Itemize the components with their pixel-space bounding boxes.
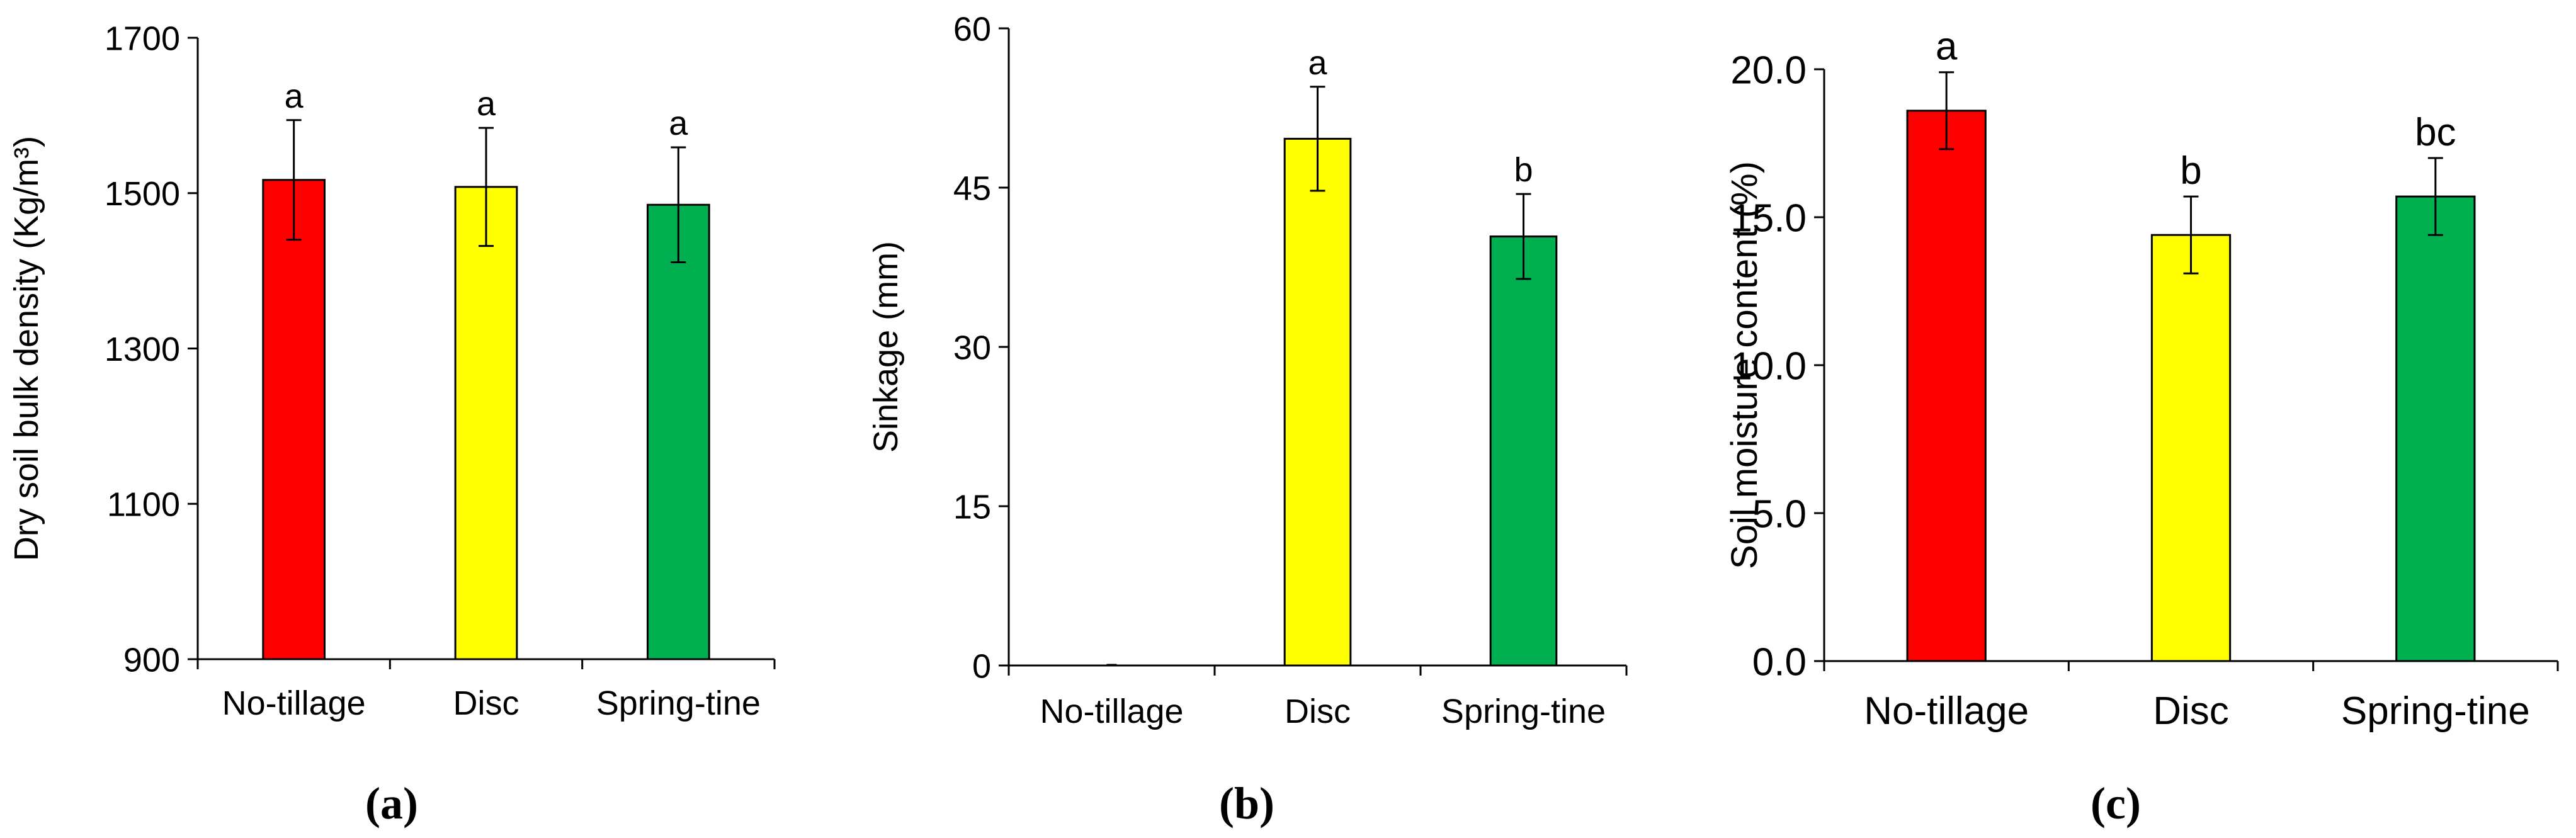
significance-letter: a: [669, 105, 688, 142]
y-axis-title: Sinkage (mm): [867, 241, 905, 453]
y-tick-label: 1100: [107, 486, 180, 524]
bar-disc: [1283, 137, 1352, 667]
y-tick-label: 30: [953, 329, 991, 366]
y-tick-label: 0.0: [1752, 640, 1807, 684]
x-category-label: No-tillage: [1040, 693, 1183, 730]
x-category-label: Disc: [1285, 693, 1351, 730]
bar-no-tillage: [1906, 110, 1987, 662]
chart-panel-c: 0.0 5.0 10.0 15.0 20.0 a No-tillage b Disc bc Spri…: [1724, 25, 2559, 829]
x-category-label: Spring-tine: [2341, 689, 2530, 733]
y-tick-label: 20.0: [1730, 48, 1807, 92]
significance-letter: a: [285, 77, 304, 115]
y-tick-label: 1700: [105, 20, 180, 57]
y-tick-label: 1500: [105, 175, 180, 213]
x-category-label: Disc: [453, 684, 519, 722]
y-axis-title: Soil moisture content (%): [1724, 161, 1765, 569]
x-category-label: Spring-tine: [1441, 693, 1606, 730]
panel-caption: (b): [1219, 778, 1274, 829]
x-category-label: No-tillage: [222, 684, 366, 722]
y-tick-label: 900: [123, 641, 180, 679]
significance-letter: a: [1936, 25, 1958, 69]
y-tick-label: 5.0: [1752, 492, 1807, 536]
panel-caption: (a): [365, 778, 418, 829]
y-tick-label: 15.0: [1730, 196, 1807, 240]
x-category-label: Disc: [2153, 689, 2229, 733]
y-axis-title: Dry soil bulk density (Kg/m³): [8, 136, 45, 561]
chart-panel-b: 0 15 30 45 60 No-tillage a Disc b Spring-tine Sink…: [867, 10, 1628, 829]
significance-letter: bc: [2415, 111, 2456, 154]
x-category-label: Spring-tine: [596, 684, 761, 722]
bar-no-tillage: [262, 179, 326, 660]
significance-letter: b: [1514, 151, 1533, 189]
bar-spring-tine: [2395, 195, 2476, 662]
bar-spring-tine: [1489, 235, 1558, 667]
bar-spring-tine: [646, 203, 710, 660]
y-tick-label: 45: [953, 169, 991, 207]
significance-letter: a: [477, 85, 496, 123]
panel-caption: (c): [2091, 778, 2141, 829]
significance-letter: a: [1308, 44, 1327, 82]
bar-disc: [454, 186, 518, 660]
y-tick-label: 10.0: [1730, 344, 1807, 388]
y-tick-label: 15: [953, 488, 991, 526]
bar-disc: [2150, 234, 2232, 662]
y-tick-label: 1300: [105, 331, 180, 368]
significance-letter: b: [2180, 149, 2201, 193]
y-tick-label: 60: [953, 10, 991, 48]
x-category-label: No-tillage: [1864, 689, 2029, 733]
chart-panel-a: 900 1100 1300 1500 1700 a No-tillage a Disc a Spri…: [8, 20, 776, 829]
y-tick-label: 0: [972, 647, 991, 685]
